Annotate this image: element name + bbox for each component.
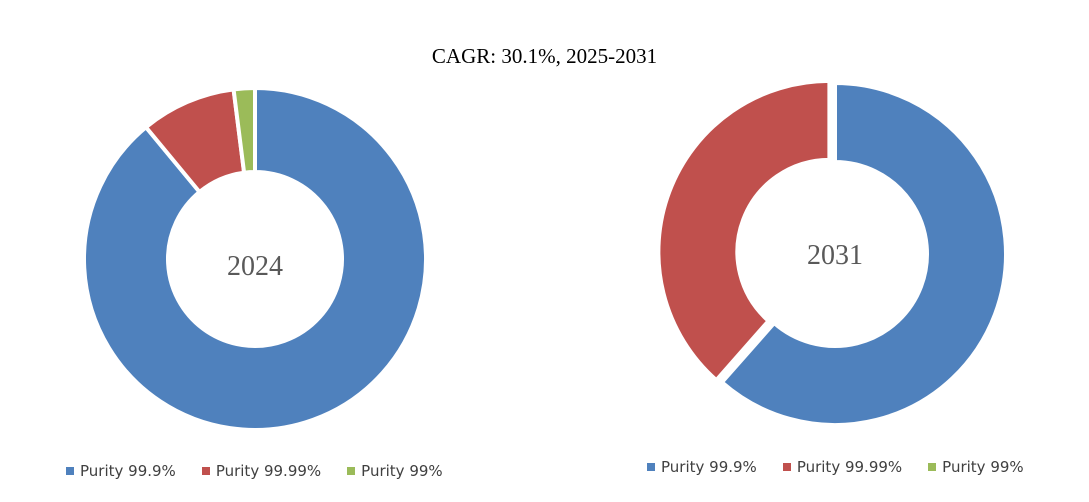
donut-slice-2024-2: [231, 85, 257, 175]
legend-label: Purity 99%: [361, 462, 443, 480]
legend-swatch-red: [201, 467, 210, 475]
legend-item-purity-9999: Purity 99.99%: [201, 462, 322, 480]
legend-label: Purity 99.9%: [661, 458, 757, 476]
legend-item-purity-9999: Purity 99.99%: [782, 458, 903, 476]
legend-swatch-red: [782, 463, 791, 471]
legend-item-purity-99: Purity 99%: [928, 458, 1024, 476]
legend-label: Purity 99.9%: [80, 462, 176, 480]
legend-item-purity-999: Purity 99.9%: [647, 458, 757, 476]
legend-item-purity-99: Purity 99%: [347, 462, 443, 480]
legend-2024: Purity 99.9% Purity 99.99% Purity 99%: [66, 462, 443, 480]
legend-label: Purity 99.99%: [796, 458, 903, 476]
donut-center-label: 2031: [807, 240, 863, 271]
legend-item-purity-999: Purity 99.9%: [66, 462, 176, 480]
donut-slice-2031-0: [719, 80, 1008, 427]
legend-2031: Purity 99.9% Purity 99.99% Purity 99%: [647, 458, 1024, 476]
legend-swatch-green: [347, 467, 356, 475]
legend-label: Purity 99.99%: [215, 462, 322, 480]
chart-title: CAGR: 30.1%, 2025-2031: [431, 44, 658, 68]
legend-swatch-green: [928, 463, 937, 471]
donut-slice-2031-1: [656, 78, 832, 383]
legend-swatch-blue: [647, 463, 655, 471]
donut-center-label: 2024: [227, 251, 283, 282]
legend-swatch-blue: [66, 467, 74, 475]
legend-label: Purity 99%: [942, 458, 1024, 476]
donut-slice-2024-0: [82, 85, 428, 432]
